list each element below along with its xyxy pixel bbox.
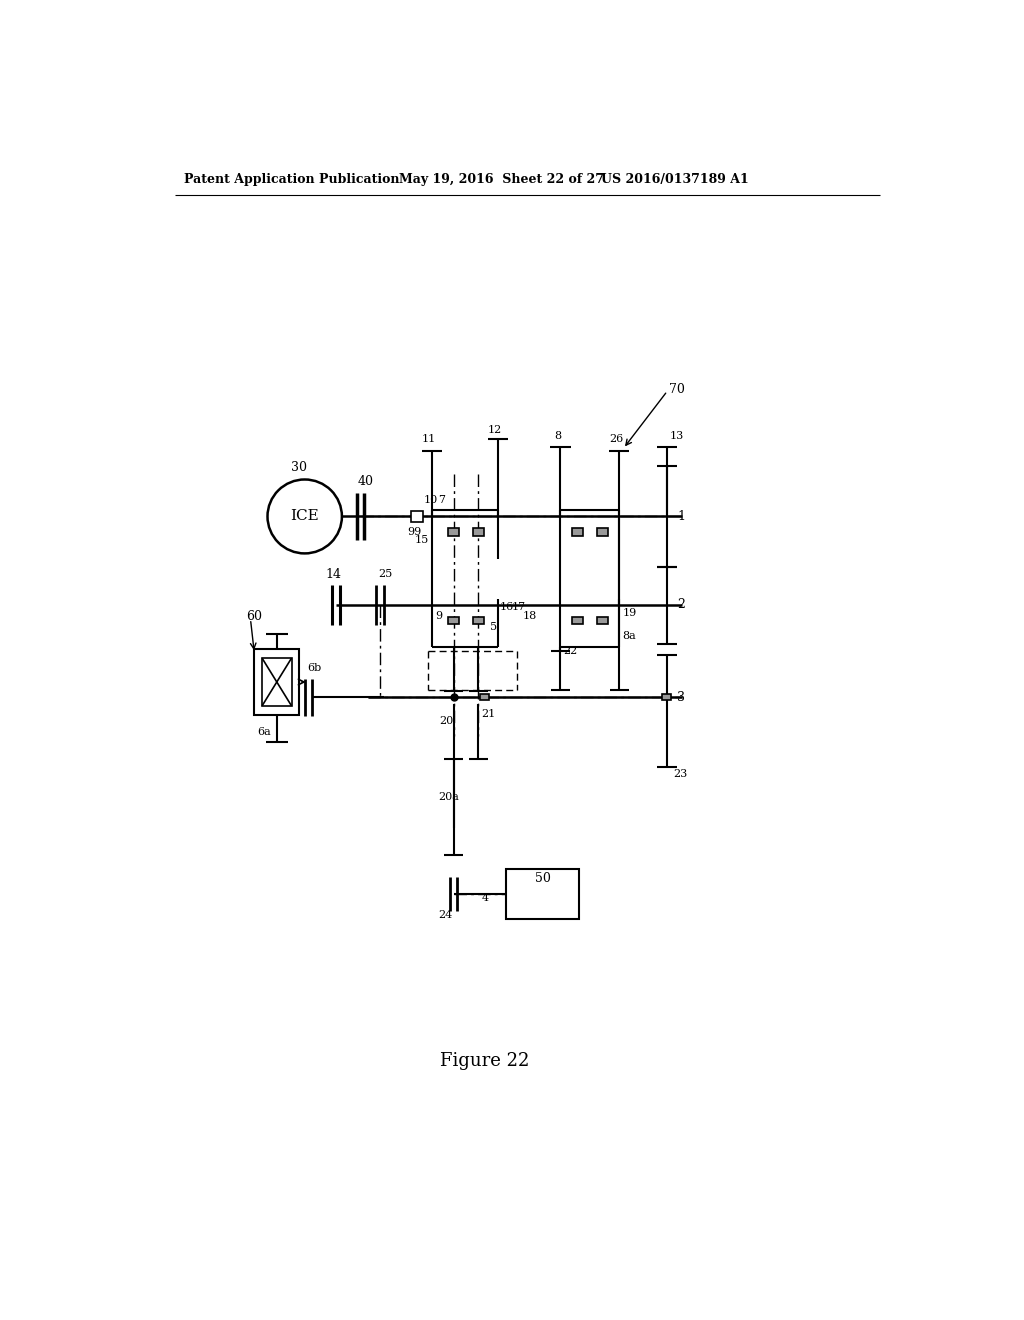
Text: 19: 19 <box>623 607 637 618</box>
Text: 16: 16 <box>500 602 513 611</box>
Text: 20a: 20a <box>438 792 459 803</box>
Bar <box>411 511 423 521</box>
Bar <box>597 616 607 624</box>
Text: 99: 99 <box>408 527 422 537</box>
Bar <box>449 528 459 536</box>
Bar <box>597 528 607 536</box>
Bar <box>473 616 483 624</box>
Text: 24: 24 <box>438 911 453 920</box>
Bar <box>254 649 299 714</box>
Text: 22: 22 <box>563 647 578 656</box>
Text: 14: 14 <box>326 568 342 581</box>
Text: 9: 9 <box>435 611 442 620</box>
Text: Figure 22: Figure 22 <box>440 1052 529 1069</box>
Bar <box>506 869 580 919</box>
Text: 11: 11 <box>422 434 436 445</box>
Text: 3: 3 <box>678 690 685 704</box>
Text: 26: 26 <box>609 434 624 445</box>
Bar <box>480 694 489 701</box>
Text: 60: 60 <box>246 610 262 623</box>
Bar <box>473 528 483 536</box>
Text: 10: 10 <box>424 495 438 504</box>
Text: 2: 2 <box>678 598 685 611</box>
Text: 7: 7 <box>438 495 445 504</box>
Text: 8: 8 <box>554 432 561 441</box>
Text: US 2016/0137189 A1: US 2016/0137189 A1 <box>601 173 749 186</box>
Text: 20: 20 <box>439 715 454 726</box>
Text: 30: 30 <box>291 461 307 474</box>
Text: 8a: 8a <box>623 631 636 640</box>
Text: 18: 18 <box>522 611 537 620</box>
Text: 25: 25 <box>378 569 392 579</box>
Bar <box>572 616 583 624</box>
Bar <box>572 528 583 536</box>
Text: 15: 15 <box>415 535 429 545</box>
Text: 50: 50 <box>535 871 551 884</box>
Text: 23: 23 <box>673 770 687 779</box>
Text: 1: 1 <box>678 510 685 523</box>
Text: Patent Application Publication: Patent Application Publication <box>183 173 399 186</box>
Text: ICE: ICE <box>291 510 319 524</box>
Text: 6b: 6b <box>307 663 322 673</box>
Text: 6a: 6a <box>257 727 271 737</box>
Text: 5: 5 <box>489 622 497 631</box>
Bar <box>662 694 672 701</box>
Text: 12: 12 <box>487 425 502 436</box>
Bar <box>449 616 459 624</box>
Text: 21: 21 <box>481 709 496 719</box>
Bar <box>262 659 292 706</box>
Text: May 19, 2016  Sheet 22 of 27: May 19, 2016 Sheet 22 of 27 <box>399 173 604 186</box>
Text: 40: 40 <box>357 475 374 488</box>
Text: 13: 13 <box>670 432 684 441</box>
Text: 17: 17 <box>512 602 525 611</box>
Text: 70: 70 <box>669 383 685 396</box>
Text: 4: 4 <box>481 892 488 903</box>
